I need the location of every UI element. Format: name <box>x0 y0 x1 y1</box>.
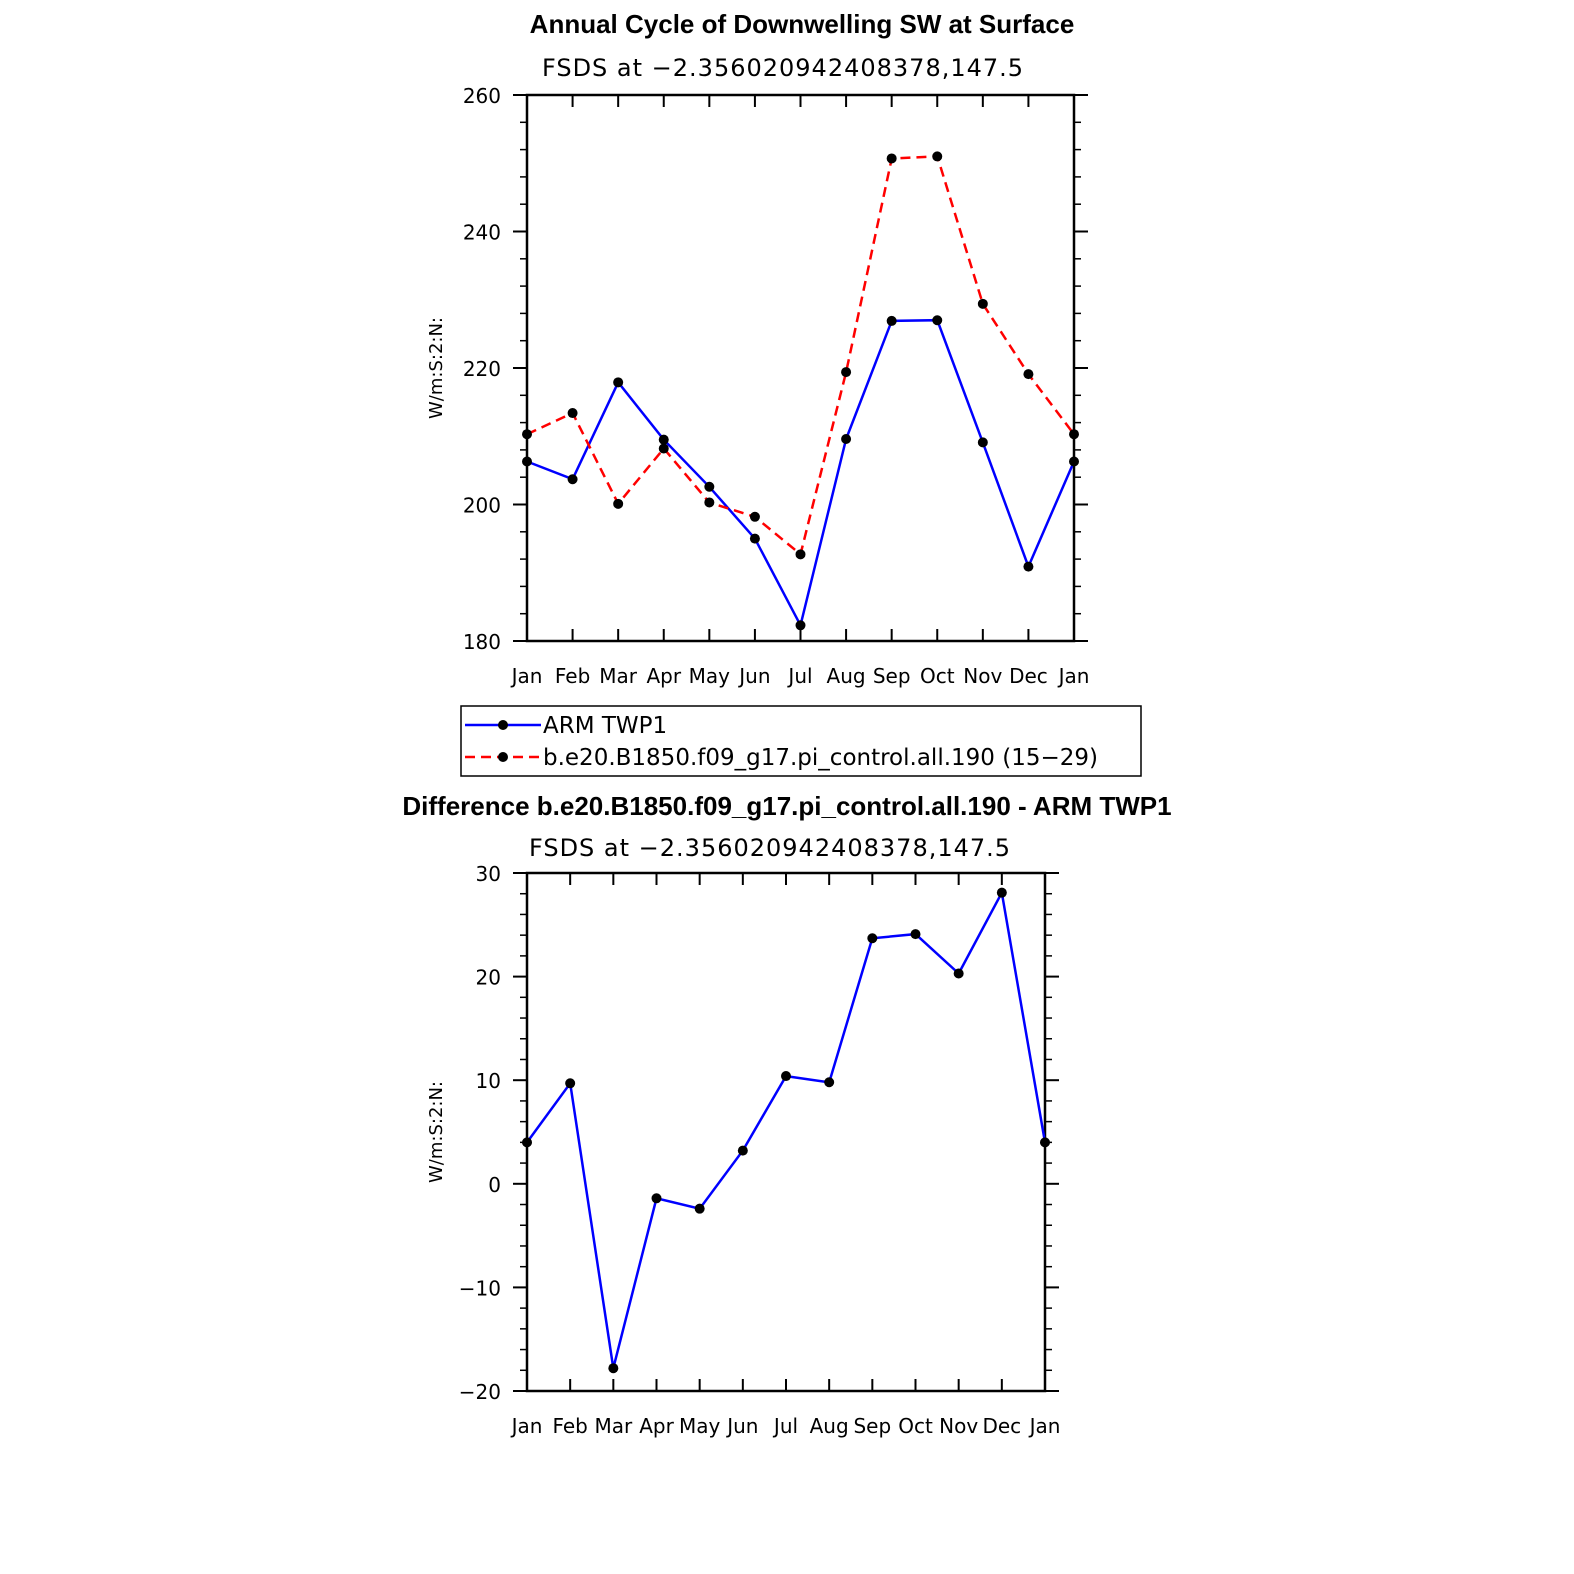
series-0-point <box>953 968 964 979</box>
series-0-point <box>781 1071 791 1082</box>
series-1-point <box>795 549 806 560</box>
legend-marker-arm <box>498 720 508 730</box>
x-tick-label: Dec <box>982 1414 1021 1438</box>
series-0-point <box>704 481 715 492</box>
series-0-point <box>932 315 943 326</box>
series-0-point <box>694 1203 705 1214</box>
x-tick-label: Jan <box>510 1414 543 1438</box>
series-1-point <box>522 429 532 440</box>
x-tick-label: Nov <box>963 664 1002 688</box>
y-tick-label: 220 <box>463 357 501 381</box>
x-tick-label: Jun <box>725 1414 758 1438</box>
annual-cycle-chart: Annual Cycle of Downwelling SW at Surfac… <box>426 9 1142 777</box>
y-tick-label: 200 <box>463 494 501 518</box>
x-tick-label: Jan <box>1028 1414 1061 1438</box>
x-tick-label: Sep <box>853 1414 891 1438</box>
x-tick-label: Mar <box>594 1414 633 1438</box>
series-0-point <box>749 533 760 544</box>
x-tick-label: Feb <box>552 1414 587 1438</box>
series-1-point <box>886 153 897 164</box>
series-layer <box>522 151 1079 631</box>
axes: Jan Feb Mar Apr May Jun Jul Aug Sep Oct Nov Dec Jan−… <box>459 862 1061 1438</box>
y-tick-label: 260 <box>463 84 501 108</box>
y-tick-label: 30 <box>476 862 501 886</box>
x-tick-label: Aug <box>810 1414 849 1438</box>
series-1-point <box>704 497 715 508</box>
x-tick-label: Apr <box>646 664 681 688</box>
y-tick-label: 240 <box>463 221 501 245</box>
series-1-point <box>613 498 624 509</box>
x-tick-label: Nov <box>939 1414 978 1438</box>
x-tick-label: Apr <box>639 1414 674 1438</box>
series-line-0 <box>525 888 1047 1369</box>
series-1-point <box>749 511 760 522</box>
series-0-point <box>867 933 878 944</box>
x-tick-label: Sep <box>873 664 911 688</box>
y-tick-label: 0 <box>488 1173 501 1197</box>
series-0-point <box>613 377 624 388</box>
series-1-point <box>1069 429 1079 440</box>
axes: Jan Feb Mar Apr May Jun Jul Aug Sep Oct Nov Dec Jan 1… <box>463 84 1090 688</box>
series-0-point <box>795 620 806 631</box>
x-tick-label: May <box>679 1414 721 1438</box>
series-1-point <box>1023 369 1034 380</box>
series-line-0 <box>526 318 1076 629</box>
chart-title: Annual Cycle of Downwelling SW at Surfac… <box>530 9 1075 39</box>
series-0-point <box>1023 561 1034 572</box>
series-0-point <box>567 474 578 485</box>
series-1-point <box>932 151 943 162</box>
x-tick-label: Jul <box>786 664 812 688</box>
chart-subtitle: FSDS at −2.356020942408378,147.5 <box>529 834 1011 862</box>
legend-label-model: b.e20.B1850.f09_g17.pi_control.all.190 (… <box>543 745 1098 771</box>
chart-subtitle: FSDS at −2.356020942408378,147.5 <box>542 54 1024 82</box>
x-tick-label: Mar <box>599 664 638 688</box>
series-0-point <box>608 1363 619 1374</box>
y-tick-label: −10 <box>459 1276 501 1300</box>
series-0-point <box>565 1078 576 1089</box>
legend: ARM TWP1 b.e20.B1850.f09_g17.pi_control.… <box>460 705 1142 777</box>
series-1-point <box>658 443 669 454</box>
series-0-point <box>910 929 921 940</box>
y-tick-label: 10 <box>476 1069 501 1093</box>
y-axis-label: W/m:S:2:N: <box>426 1081 447 1183</box>
x-tick-label: Feb <box>555 664 590 688</box>
series-0-point <box>841 433 852 444</box>
series-0-point <box>737 1145 748 1156</box>
series-0-point <box>1040 1137 1050 1148</box>
series-0-point <box>886 315 897 326</box>
x-tick-label: Jan <box>510 664 543 688</box>
series-0-point <box>1069 456 1079 467</box>
chart-title: Difference b.e20.B1850.f09_g17.pi_contro… <box>402 791 1171 821</box>
x-tick-label: Oct <box>898 1414 933 1438</box>
series-1-point <box>567 408 578 419</box>
x-tick-label: Jan <box>1057 664 1090 688</box>
x-tick-label: Jun <box>737 664 770 688</box>
series-0-point <box>996 887 1007 898</box>
y-axis-label: W/m:S:2:N: <box>426 317 447 419</box>
x-tick-label: Jul <box>772 1414 798 1438</box>
x-tick-label: Aug <box>827 664 866 688</box>
series-0-point <box>522 1137 532 1148</box>
series-1-point <box>977 298 988 309</box>
y-tick-label: 180 <box>463 630 501 654</box>
legend-marker-model <box>498 752 508 762</box>
y-tick-label: −20 <box>459 1380 501 1404</box>
x-tick-label: Dec <box>1009 664 1048 688</box>
y-tick-label: 20 <box>476 966 501 990</box>
series-0-point <box>977 437 988 448</box>
legend-label-arm: ARM TWP1 <box>543 713 667 739</box>
series-layer <box>522 887 1050 1374</box>
series-line-1 <box>526 155 1075 557</box>
series-1-point <box>841 367 852 378</box>
legend-box <box>460 705 1142 777</box>
series-0-point <box>824 1077 835 1088</box>
series-0-point <box>658 434 669 445</box>
x-tick-label: May <box>689 664 731 688</box>
series-0-point <box>522 456 532 467</box>
x-tick-label: Oct <box>920 664 955 688</box>
series-0-point <box>651 1193 662 1204</box>
difference-chart: Difference b.e20.B1850.f09_g17.pi_contro… <box>402 791 1171 1438</box>
